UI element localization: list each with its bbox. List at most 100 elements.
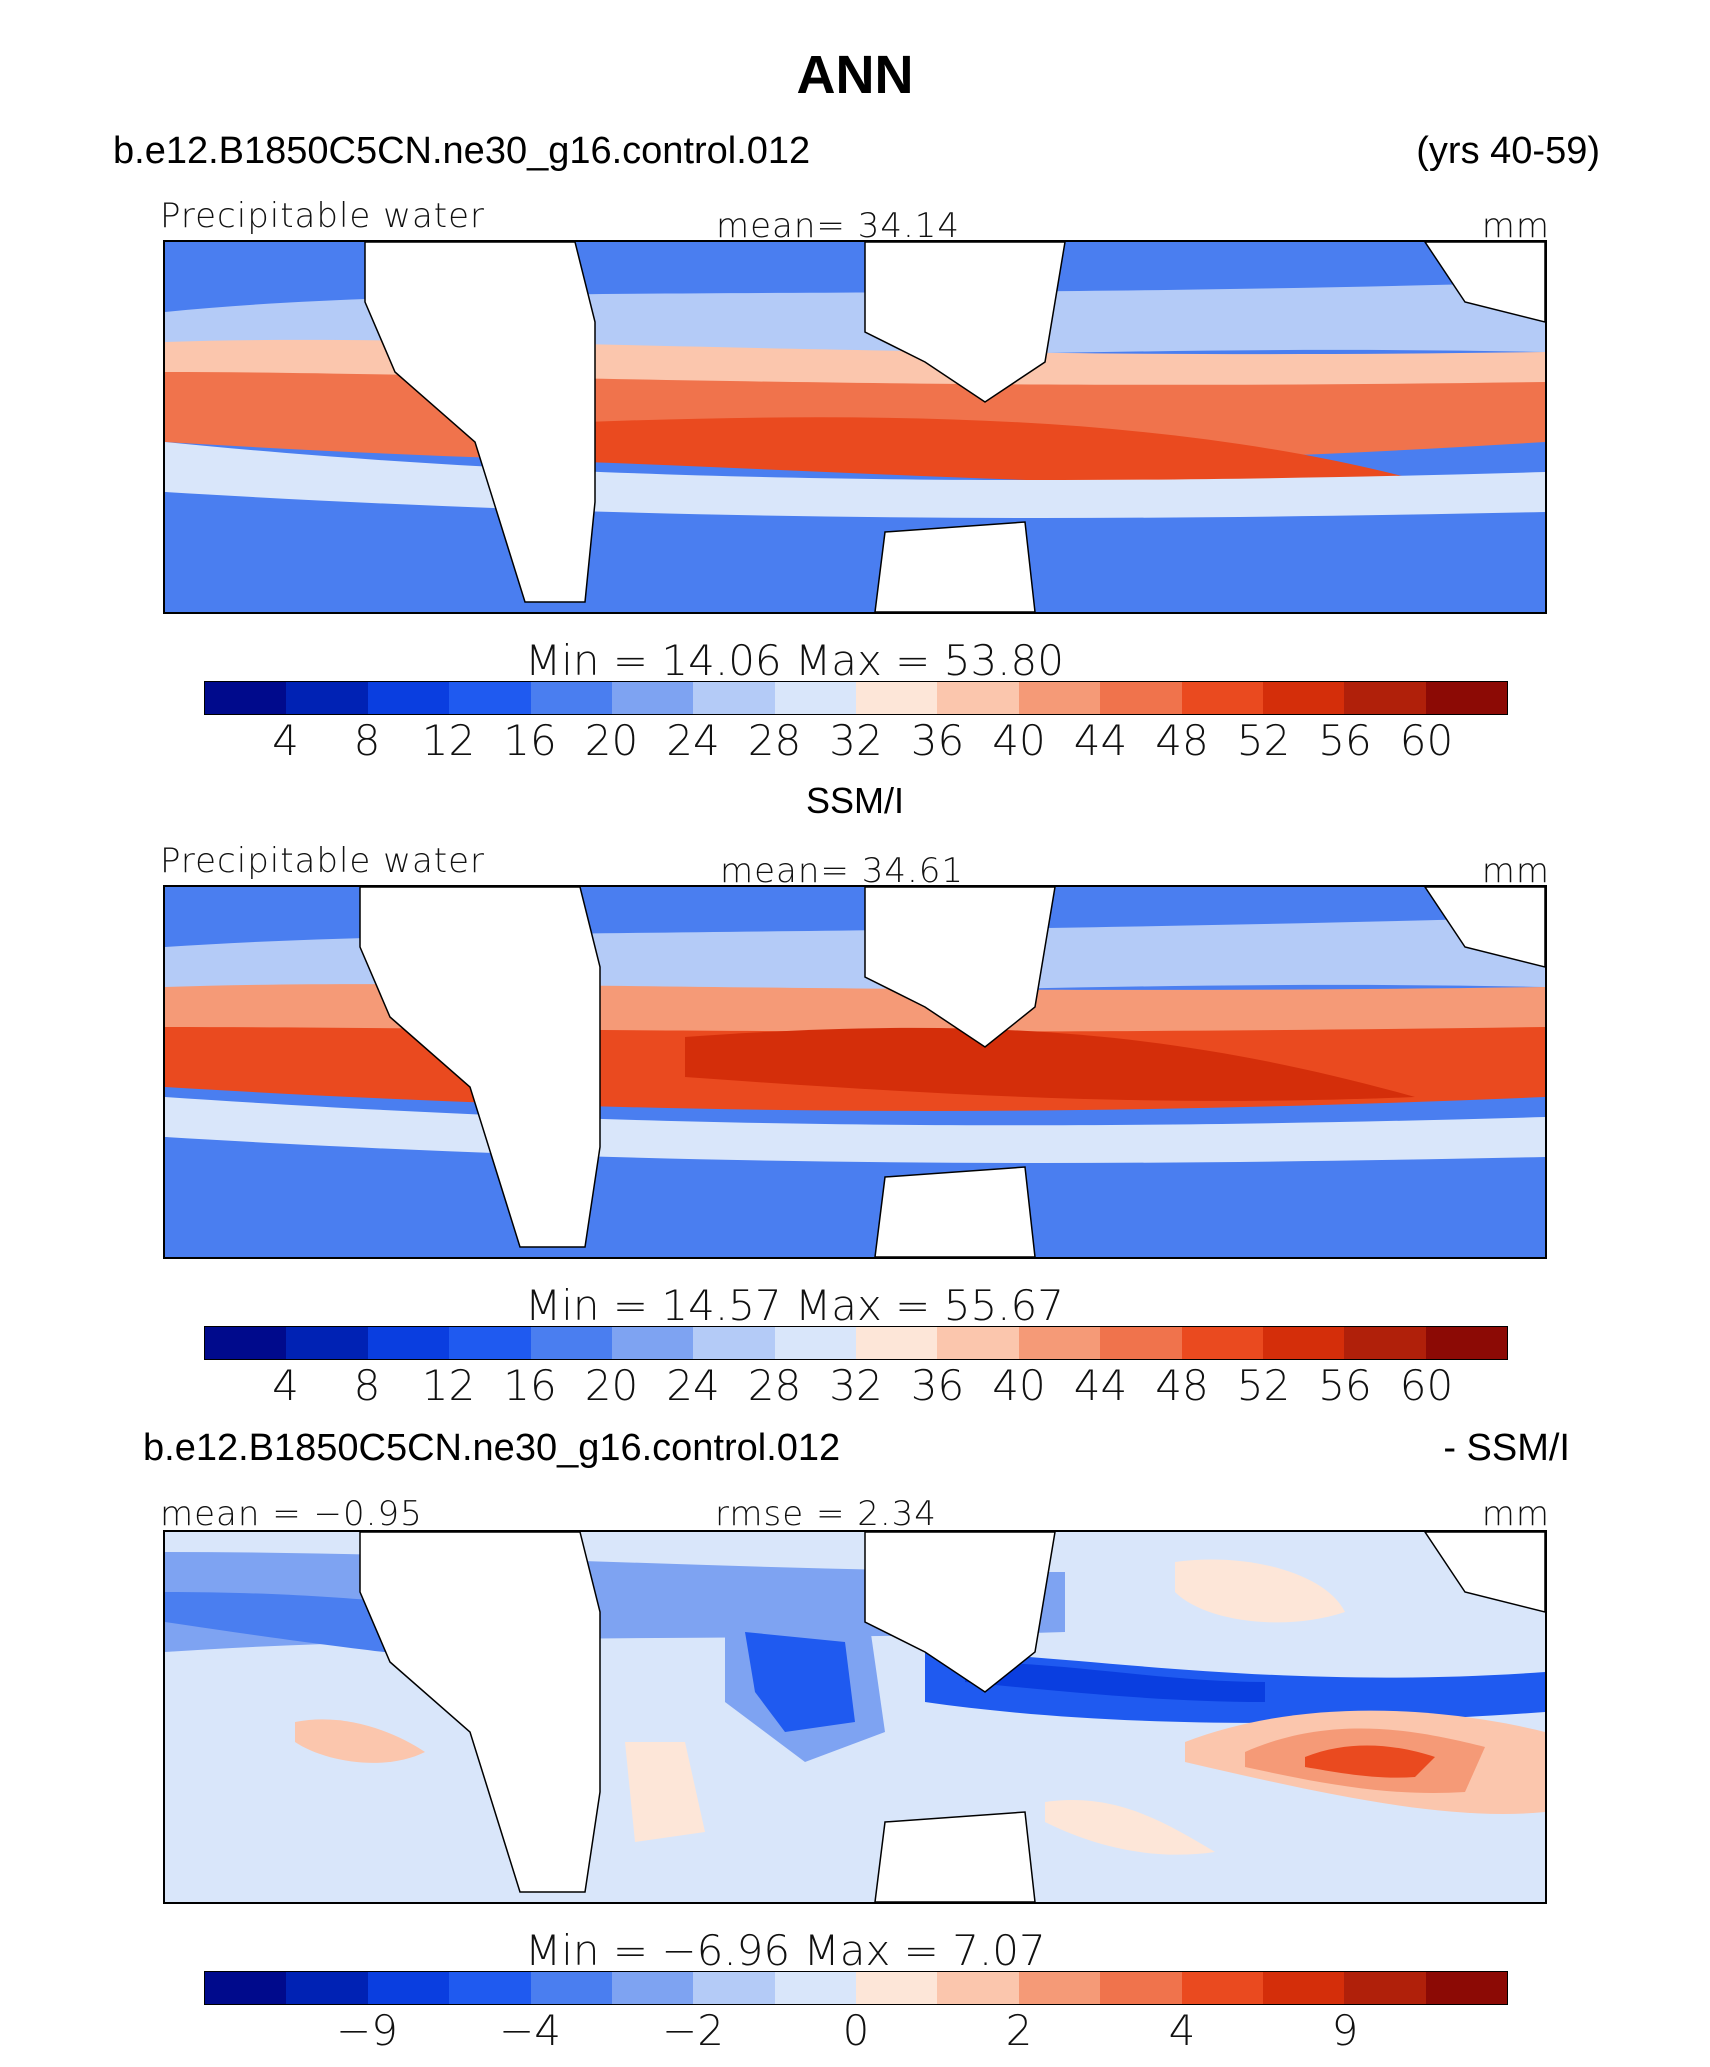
colorbar-swatch (1018, 1972, 1101, 2004)
case-name: b.e12.B1850C5CN.ne30_g16.control.012 (113, 130, 811, 172)
colorbar-swatch (1425, 682, 1507, 714)
colorbar-swatch (1100, 1327, 1182, 1359)
colorbar-swatch (1100, 682, 1182, 714)
colorbar-tick: 0 (842, 2006, 870, 2055)
panel2-colorbar-ticks: 4 8 12 16 20 24 28 32 36 40 44 48 52 56 … (204, 1361, 1508, 1411)
colorbar-swatch (530, 682, 612, 714)
colorbar-tick: 52 (1236, 1361, 1291, 1410)
colorbar-swatch (774, 682, 856, 714)
colorbar-tick: 24 (666, 716, 720, 765)
colorbar-tick: 16 (503, 1361, 557, 1410)
panel3-colorbar-ticks: −9 −4 −2 0 2 4 9 (204, 2006, 1508, 2056)
panel3-map (163, 1530, 1547, 1904)
panel3-rmse: rmse = 2.34 (715, 1494, 937, 1534)
colorbar-swatch (286, 1972, 368, 2004)
colorbar-swatch (611, 682, 694, 714)
colorbar-swatch (693, 1327, 775, 1359)
panel3-min-max: Min = −6.96 Max = 7.07 (525, 1926, 1046, 1975)
panel2-map (163, 885, 1547, 1259)
colorbar-tick: 2 (1005, 2006, 1033, 2055)
panel2-min-max: Min = 14.57 Max = 55.67 (525, 1281, 1064, 1330)
colorbar-tick: 4 (1168, 2006, 1196, 2055)
colorbar-swatch (937, 1327, 1019, 1359)
panel3-map-field (165, 1532, 1545, 1902)
colorbar-tick: 48 (1155, 1361, 1209, 1410)
colorbar-tick: 40 (992, 716, 1046, 765)
colorbar-swatch (1018, 682, 1101, 714)
panel1-units: mm (1481, 206, 1550, 246)
colorbar-swatch (1344, 1327, 1426, 1359)
colorbar-tick: 36 (910, 1361, 965, 1410)
colorbar-swatch (611, 1972, 694, 2004)
colorbar-tick: 4 (272, 1361, 299, 1410)
colorbar-tick: 32 (829, 716, 883, 765)
colorbar-tick: 48 (1155, 716, 1209, 765)
panel2-colorbar (204, 1326, 1508, 1360)
years-label: (yrs 40-59) (1416, 130, 1600, 172)
panel3-heading-right: - SSM/I (1443, 1427, 1570, 1469)
colorbar-tick: −9 (336, 2006, 398, 2055)
colorbar-swatch (530, 1972, 612, 2004)
colorbar-swatch (367, 1327, 450, 1359)
colorbar-swatch (693, 682, 775, 714)
panel3-colorbar (204, 1971, 1508, 2005)
colorbar-swatch (937, 1972, 1019, 2004)
colorbar-tick: 20 (584, 716, 639, 765)
colorbar-swatch (449, 1327, 531, 1359)
colorbar-swatch (205, 1972, 287, 2004)
colorbar-swatch (1425, 1327, 1507, 1359)
colorbar-swatch (1262, 682, 1345, 714)
panel2-map-field (165, 887, 1545, 1257)
colorbar-tick: 12 (421, 716, 476, 765)
panel3-units: mm (1481, 1494, 1550, 1534)
colorbar-swatch (856, 1972, 938, 2004)
colorbar-swatch (693, 1972, 775, 2004)
colorbar-swatch (1100, 1972, 1182, 2004)
colorbar-swatch (1344, 1972, 1426, 2004)
colorbar-tick: 32 (829, 1361, 883, 1410)
colorbar-swatch (856, 682, 938, 714)
colorbar-swatch (205, 1327, 287, 1359)
colorbar-swatch (774, 1327, 856, 1359)
panel1-colorbar (204, 681, 1508, 715)
colorbar-tick: 36 (910, 716, 965, 765)
figure-title: ANN (796, 45, 914, 105)
colorbar-tick: 60 (1399, 716, 1454, 765)
panel1-variable: Precipitable water (160, 196, 486, 236)
colorbar-swatch (1262, 1972, 1345, 2004)
colorbar-swatch (1181, 682, 1263, 714)
colorbar-swatch (530, 1327, 612, 1359)
colorbar-tick: 56 (1318, 716, 1372, 765)
colorbar-tick: 24 (666, 1361, 720, 1410)
colorbar-swatch (1181, 1972, 1263, 2004)
panel1-min-max: Min = 14.06 Max = 53.80 (525, 636, 1064, 685)
colorbar-tick: 28 (747, 716, 802, 765)
colorbar-tick: 8 (353, 716, 381, 765)
colorbar-tick: 28 (747, 1361, 802, 1410)
panel2-variable: Precipitable water (160, 841, 486, 881)
colorbar-tick: 52 (1236, 716, 1291, 765)
colorbar-swatch (1181, 1327, 1263, 1359)
colorbar-tick: 44 (1073, 1361, 1128, 1410)
colorbar-tick: 20 (584, 1361, 639, 1410)
panel2-units: mm (1481, 851, 1550, 891)
colorbar-swatch (205, 682, 287, 714)
panel2-mean: mean= 34.61 (720, 851, 965, 891)
colorbar-swatch (856, 1327, 938, 1359)
panel1-map-field (165, 242, 1545, 612)
colorbar-swatch (937, 682, 1019, 714)
colorbar-tick: 12 (421, 1361, 476, 1410)
colorbar-tick: 40 (992, 1361, 1046, 1410)
colorbar-tick: 4 (272, 716, 299, 765)
colorbar-swatch (449, 682, 531, 714)
colorbar-swatch (367, 682, 450, 714)
colorbar-swatch (449, 1972, 531, 2004)
panel1-colorbar-ticks: 4 8 12 16 20 24 28 32 36 40 44 48 52 56 … (204, 716, 1508, 766)
panel3-heading-left: b.e12.B1850C5CN.ne30_g16.control.012 (143, 1427, 841, 1469)
colorbar-tick: 44 (1073, 716, 1128, 765)
colorbar-tick: −4 (499, 2006, 561, 2055)
colorbar-swatch (1018, 1327, 1101, 1359)
colorbar-tick: 60 (1399, 1361, 1454, 1410)
colorbar-tick: 8 (353, 1361, 381, 1410)
panel1-mean: mean= 34.14 (716, 206, 961, 246)
